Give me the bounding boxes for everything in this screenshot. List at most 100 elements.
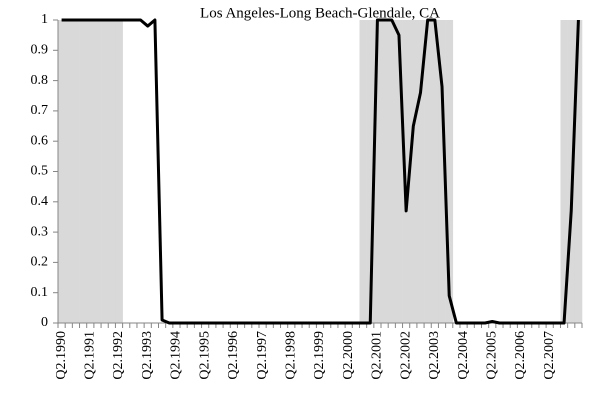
x-tick-label: Q2.1999 — [312, 331, 327, 380]
y-tick-label: 0.8 — [31, 73, 49, 88]
shaded-period — [416, 20, 425, 323]
y-tick-label: 0.2 — [31, 255, 49, 270]
shaded-period — [187, 20, 194, 323]
y-tick-label: 0.5 — [31, 164, 49, 179]
shaded-period — [144, 20, 151, 323]
shaded-period — [237, 20, 244, 323]
y-tick-label: 0.4 — [31, 194, 49, 209]
shaded-period — [409, 20, 418, 323]
shaded-period — [166, 20, 173, 323]
shaded-period — [93, 20, 102, 323]
shaded-period — [489, 20, 496, 323]
shaded-period — [395, 20, 403, 323]
shaded-period — [352, 20, 359, 323]
shaded-period — [115, 20, 123, 323]
y-tick-label: 1 — [41, 12, 48, 27]
x-tick-label: Q2.2002 — [398, 331, 413, 380]
y-tick-label: 0.9 — [31, 43, 49, 58]
shaded-period — [209, 20, 216, 323]
shaded-period — [223, 20, 230, 323]
shaded-period — [431, 20, 439, 323]
x-tick-label: Q2.1997 — [255, 331, 270, 380]
y-tick-label: 0.6 — [31, 133, 49, 148]
x-tick-label: Q2.1991 — [83, 331, 98, 380]
shaded-period — [173, 20, 180, 323]
shaded-period — [388, 20, 396, 323]
shaded-period — [316, 20, 323, 323]
shaded-period — [574, 20, 583, 323]
y-tick-label: 0.7 — [31, 103, 49, 118]
shaded-period — [474, 20, 481, 323]
shaded-period — [532, 20, 539, 323]
shaded-period — [338, 20, 345, 323]
x-tick-label: Q2.2000 — [341, 331, 356, 380]
shaded-period — [560, 20, 568, 323]
shaded-period — [366, 20, 375, 323]
shaded-period — [496, 20, 503, 323]
shaded-period — [517, 20, 524, 323]
shaded-period — [130, 20, 137, 323]
shaded-period — [381, 20, 389, 323]
shaded-period — [273, 20, 280, 323]
x-tick-label: Q2.1996 — [226, 331, 241, 380]
shaded-period — [79, 20, 88, 323]
shaded-period — [86, 20, 95, 323]
shaded-period — [288, 20, 295, 323]
shaded-period — [324, 20, 331, 323]
shaded-period — [65, 20, 73, 323]
shaded-period — [266, 20, 273, 323]
shaded-period — [438, 20, 446, 323]
y-tick-label: 0.3 — [31, 224, 49, 239]
shaded-period — [460, 20, 467, 323]
shaded-period — [281, 20, 288, 323]
shaded-period — [546, 20, 553, 323]
x-tick-label: Q2.2003 — [427, 331, 442, 380]
shaded-period — [180, 20, 187, 323]
shaded-period — [510, 20, 517, 323]
x-tick-label: Q2.2006 — [513, 331, 528, 380]
shaded-period — [503, 20, 510, 323]
shaded-period — [252, 20, 259, 323]
x-tick-label: Q2.1995 — [197, 331, 212, 380]
shaded-period — [137, 20, 144, 323]
shaded-period — [202, 20, 209, 323]
shaded-period — [402, 20, 411, 323]
x-tick-label: Q2.1990 — [54, 331, 69, 380]
shaded-period — [72, 20, 80, 323]
x-tick-label: Q2.1993 — [140, 331, 155, 380]
shaded-period — [525, 20, 532, 323]
x-tick-label: Q2.1998 — [284, 331, 299, 380]
shaded-period — [553, 20, 560, 323]
y-tick-label: 0.1 — [31, 285, 49, 300]
shaded-period — [245, 20, 252, 323]
shaded-period — [467, 20, 474, 323]
x-tick-label: Q2.2005 — [484, 331, 499, 380]
shaded-period — [345, 20, 352, 323]
shaded-period — [373, 20, 382, 323]
x-tick-label: Q2.1992 — [111, 331, 126, 380]
shaded-period — [331, 20, 338, 323]
chart-title: Los Angeles-Long Beach-Glendale, CA — [200, 5, 440, 21]
x-tick-label: Q2.2001 — [370, 331, 385, 380]
shaded-period — [539, 20, 546, 323]
shaded-period — [101, 20, 109, 323]
shaded-period — [302, 20, 309, 323]
shaded-period — [359, 20, 367, 323]
shaded-period — [216, 20, 223, 323]
x-tick-label: Q2.1994 — [169, 331, 184, 380]
shaded-period — [424, 20, 432, 323]
shaded-period — [230, 20, 237, 323]
shaded-period — [445, 20, 454, 323]
y-tick-label: 0 — [41, 315, 48, 330]
data-line — [61, 18, 580, 325]
shaded-period — [58, 20, 66, 323]
shaded-period — [309, 20, 316, 323]
shaded-period — [482, 20, 489, 323]
x-tick-label: Q2.2007 — [542, 331, 557, 380]
shaded-period — [453, 20, 460, 323]
shaded-period — [108, 20, 116, 323]
shaded-period — [295, 20, 302, 323]
shaded-period — [194, 20, 201, 323]
shaded-period — [123, 20, 130, 323]
